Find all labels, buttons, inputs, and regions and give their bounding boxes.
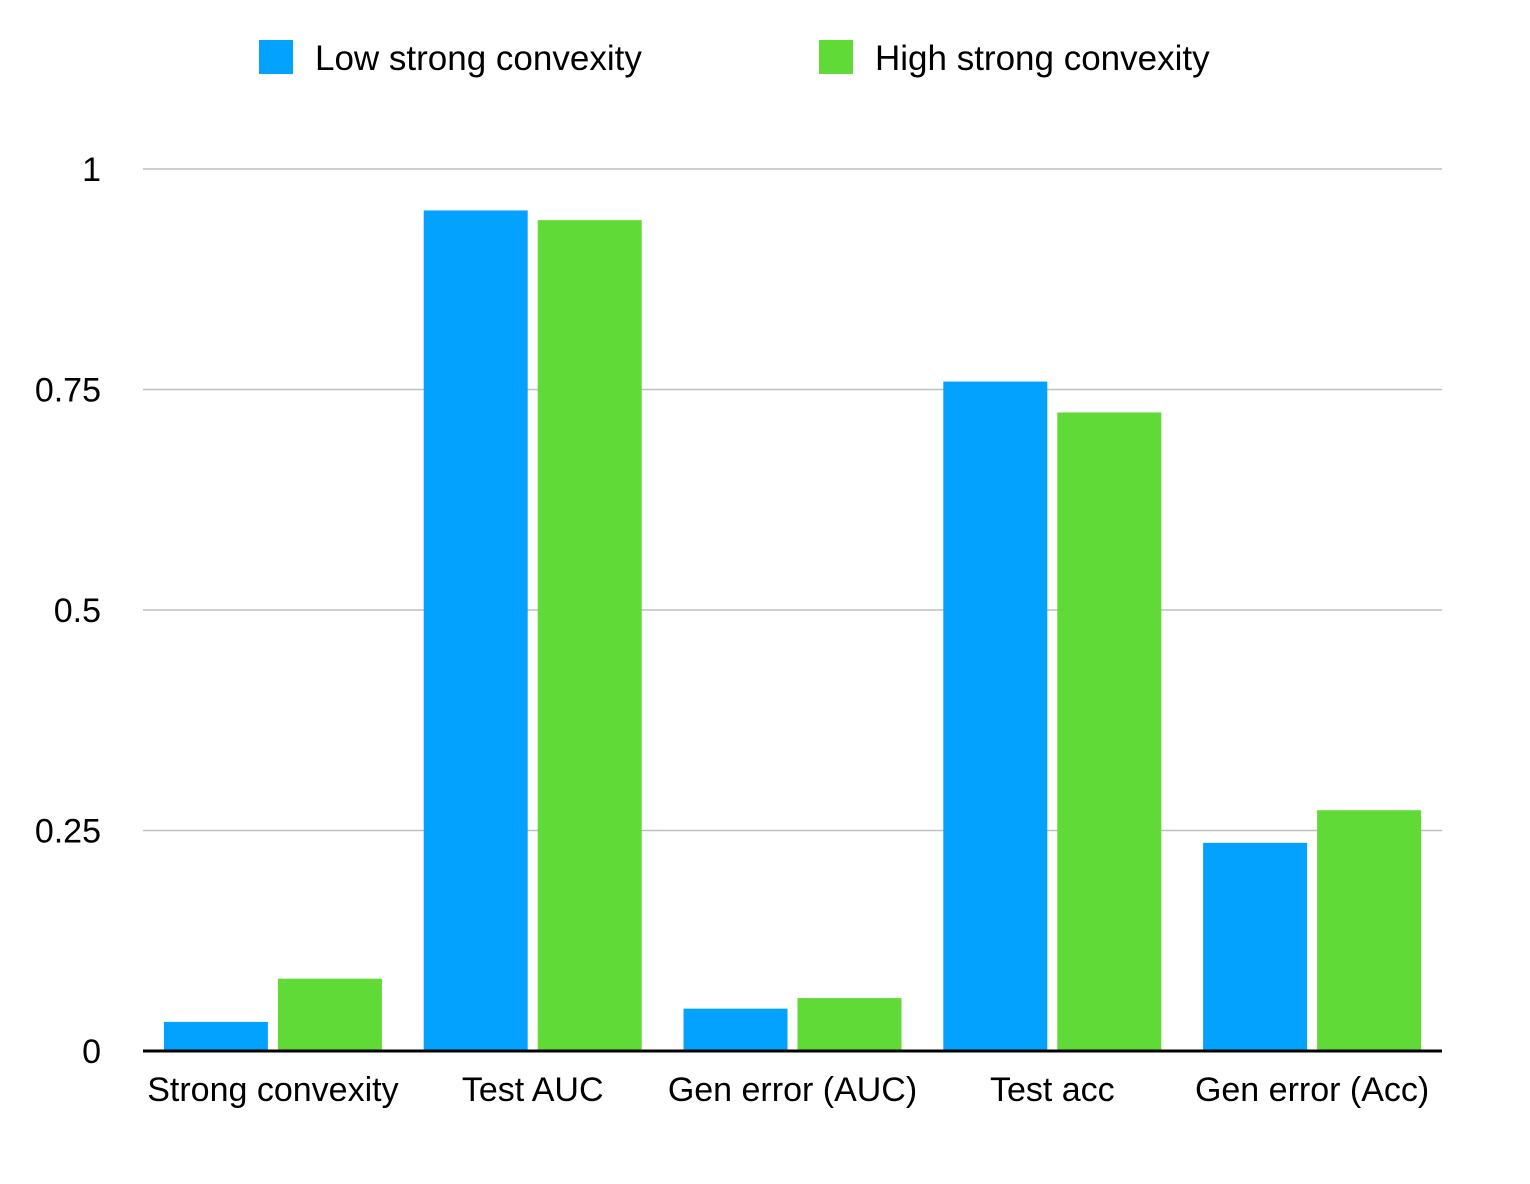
legend-label-high: High strong convexity <box>875 39 1210 78</box>
gridlines <box>143 168 1442 832</box>
bar-high <box>1057 412 1162 1051</box>
y-axis-tick-labels: 0 0.25 0.5 0.75 1 <box>35 151 101 1071</box>
legend-swatch-low <box>259 40 293 74</box>
x-tick-label: Gen error (AUC) <box>668 1071 917 1109</box>
x-tick-label: Strong convexity <box>147 1071 398 1109</box>
y-tick-label: 0.75 <box>35 372 101 410</box>
bar-low <box>943 381 1048 1051</box>
bar-low <box>1203 842 1308 1051</box>
x-axis-tick-labels: Strong convexity Test AUC Gen error (AUC) T… <box>147 1071 1429 1109</box>
bar-high <box>277 978 382 1051</box>
bar-low <box>423 210 528 1052</box>
bars <box>163 210 1422 1052</box>
bar-high <box>1317 810 1422 1051</box>
y-tick-label: 0.25 <box>35 813 101 851</box>
legend-swatch-high <box>819 40 853 74</box>
legend-label-low: Low strong convexity <box>315 39 642 78</box>
y-tick-label: 0 <box>82 1033 101 1071</box>
legend: Low strong convexity High strong convexi… <box>259 39 1210 78</box>
x-tick-label: Gen error (Acc) <box>1195 1071 1429 1109</box>
bar-high <box>797 998 902 1051</box>
y-tick-label: 1 <box>82 151 101 189</box>
x-tick-label: Test acc <box>990 1071 1115 1109</box>
bar-low <box>163 1021 268 1051</box>
y-tick-label: 0.5 <box>54 592 101 630</box>
bar-high <box>537 220 642 1051</box>
bar-low <box>683 1008 788 1051</box>
x-tick-label: Test AUC <box>462 1071 604 1109</box>
